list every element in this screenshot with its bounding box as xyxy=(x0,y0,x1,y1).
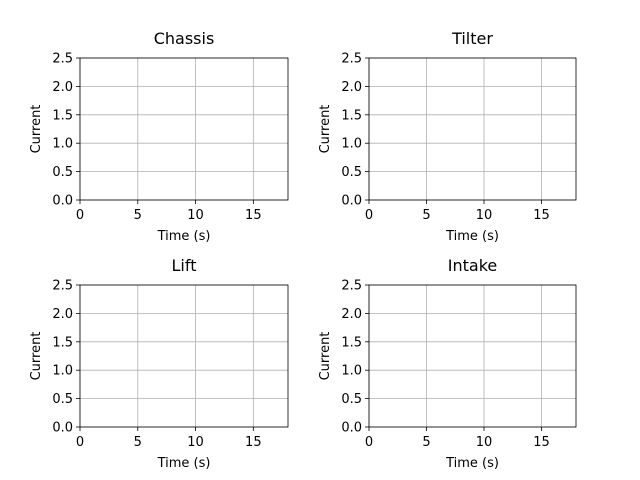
y-tick-label: 0.5 xyxy=(341,392,362,407)
plot-frame xyxy=(79,57,289,201)
y-tick-label: 2.5 xyxy=(341,279,362,294)
chart-title: Intake xyxy=(448,256,497,275)
x-tick-label: 10 xyxy=(187,208,204,223)
x-axis-label: Time (s) xyxy=(157,456,211,471)
y-tick-label: 1.5 xyxy=(52,108,73,123)
y-tick-label: 0.0 xyxy=(341,194,362,209)
x-tick-label: 5 xyxy=(422,208,430,223)
x-tick-label: 10 xyxy=(476,208,493,223)
x-tick-label: 15 xyxy=(533,208,550,223)
y-tick-label: 0.0 xyxy=(341,421,362,436)
chart-title: Chassis xyxy=(154,29,215,48)
y-tick-label: 2.5 xyxy=(52,52,73,67)
y-tick-label: 2.0 xyxy=(52,307,73,322)
y-tick-label: 0.0 xyxy=(52,421,73,436)
y-tick-label: 1.0 xyxy=(341,137,362,152)
chart-title: Tilter xyxy=(451,29,493,48)
chart-title: Lift xyxy=(172,256,197,275)
y-tick-label: 0.5 xyxy=(52,392,73,407)
x-tick-label: 10 xyxy=(187,435,204,450)
chart-tilter: Tilter Time (s) Current 0 5 10 15 0.0 0.5 1.0 1… xyxy=(318,29,577,244)
chart-lift: Lift Time (s) Current 0 5 10 15 0.0 0.5 1.0 1.5… xyxy=(29,256,289,471)
y-tick-label: 2.5 xyxy=(52,279,73,294)
x-tick-label: 5 xyxy=(134,435,142,450)
plot-frame xyxy=(368,57,577,201)
y-tick-label: 1.5 xyxy=(341,108,362,123)
x-tick-label: 0 xyxy=(365,208,373,223)
x-tick-label: 0 xyxy=(76,208,84,223)
y-tick-label: 2.0 xyxy=(341,80,362,95)
y-tick-label: 1.5 xyxy=(341,335,362,350)
x-tick-label: 10 xyxy=(476,435,493,450)
y-tick-label: 2.5 xyxy=(341,52,362,67)
y-axis-label: Current xyxy=(318,332,333,381)
y-tick-label: 0.5 xyxy=(341,165,362,180)
x-axis-label: Time (s) xyxy=(445,456,499,471)
y-tick-label: 0.0 xyxy=(52,194,73,209)
x-tick-label: 15 xyxy=(533,435,550,450)
x-axis-label: Time (s) xyxy=(445,229,499,244)
y-tick-label: 1.0 xyxy=(52,364,73,379)
plot-frame xyxy=(368,284,577,428)
x-tick-label: 15 xyxy=(245,208,262,223)
y-tick-label: 1.0 xyxy=(341,364,362,379)
y-axis-label: Current xyxy=(29,105,44,154)
x-axis-label: Time (s) xyxy=(157,229,211,244)
y-tick-label: 1.0 xyxy=(52,137,73,152)
y-tick-label: 1.5 xyxy=(52,335,73,350)
y-tick-label: 2.0 xyxy=(52,80,73,95)
x-tick-label: 15 xyxy=(245,435,262,450)
plot-frame xyxy=(79,284,289,428)
x-tick-label: 5 xyxy=(422,435,430,450)
y-axis-label: Current xyxy=(318,105,333,154)
chart-chassis: Chassis Time (s) Current 0 5 10 15 0.0 0.5 1.0… xyxy=(29,29,289,244)
y-axis-label: Current xyxy=(29,332,44,381)
x-tick-label: 5 xyxy=(134,208,142,223)
y-tick-label: 2.0 xyxy=(341,307,362,322)
y-tick-label: 0.5 xyxy=(52,165,73,180)
x-tick-label: 0 xyxy=(365,435,373,450)
chart-intake: Intake Time (s) Current 0 5 10 15 0.0 0.5 1.0 1… xyxy=(318,256,577,471)
x-tick-label: 0 xyxy=(76,435,84,450)
